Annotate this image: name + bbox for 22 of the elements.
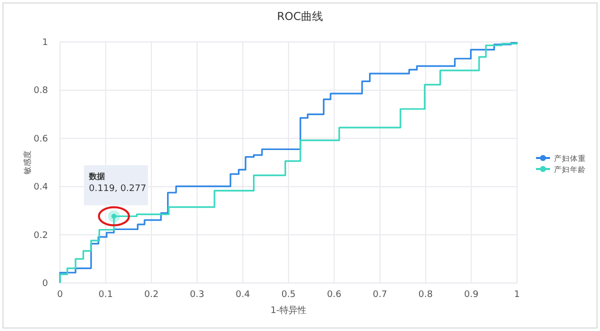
x-tick-label: 0.6 bbox=[327, 290, 342, 300]
x-tick-label: 0.4 bbox=[236, 290, 250, 300]
x-tick-label: 0.1 bbox=[98, 290, 113, 300]
annotation: 数据 bbox=[88, 172, 105, 182]
x-tick-label: 0.7 bbox=[372, 290, 388, 300]
y-tick-label: 0.4 bbox=[34, 182, 48, 193]
x-axis-title: 1-特异性 bbox=[270, 305, 306, 316]
chart-title: ROC曲线 bbox=[277, 10, 323, 23]
annotation: 0.119, 0.277 bbox=[88, 184, 146, 194]
y-axis-title: 敏感度 bbox=[23, 150, 32, 174]
y-tick-label: 0.6 bbox=[34, 134, 48, 144]
x-tick-label: 0.5 bbox=[281, 290, 296, 300]
x-tick-label: 1 bbox=[514, 290, 520, 300]
x-tick-label: 0.9 bbox=[464, 290, 479, 300]
y-tick-label: 0.2 bbox=[34, 230, 48, 241]
y-tick-label: 1 bbox=[42, 38, 48, 48]
x-tick-label: 0.8 bbox=[418, 290, 434, 300]
x-tick-label: 0.2 bbox=[144, 290, 159, 300]
y-tick-label: 0 bbox=[42, 279, 48, 289]
x-tick-label: 0 bbox=[57, 290, 64, 300]
y-tick-label: 0.8 bbox=[34, 86, 48, 96]
x-tick-label: 0.3 bbox=[190, 290, 204, 300]
